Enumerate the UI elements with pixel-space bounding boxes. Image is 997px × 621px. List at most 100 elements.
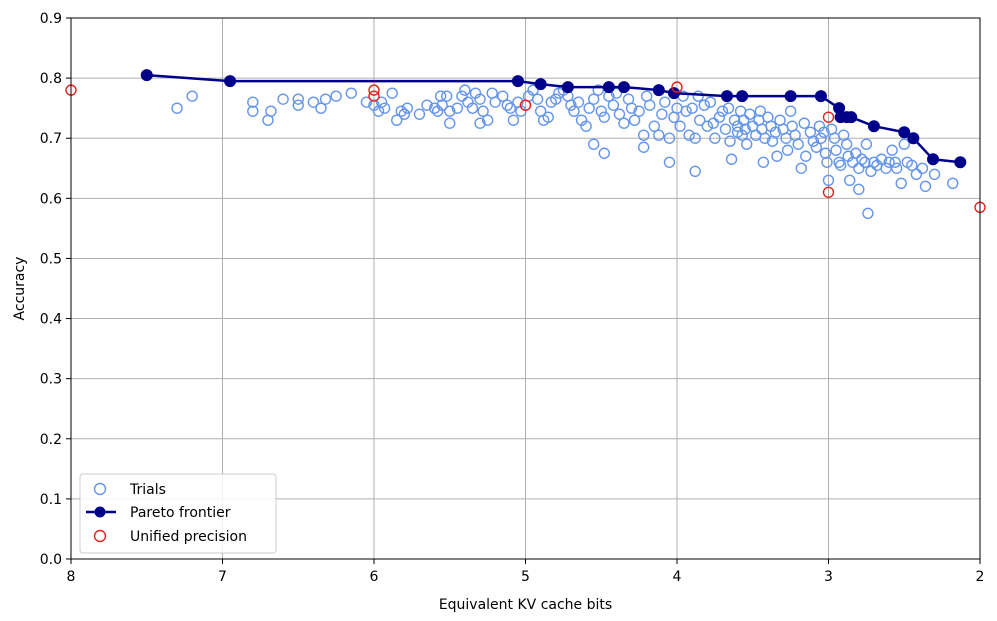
trial-point	[689, 132, 701, 144]
legend-unified-label: Unified precision	[130, 529, 247, 545]
trial-point	[781, 144, 794, 156]
trial-point	[466, 102, 479, 114]
trial-point	[653, 129, 665, 141]
trial-point	[186, 90, 198, 102]
trial-point	[895, 177, 907, 190]
y-tick-label: 0.5	[40, 251, 62, 267]
trial-point	[444, 105, 456, 117]
trial-point	[501, 99, 514, 111]
pareto-point	[652, 84, 665, 97]
x-tick-label: 2	[976, 569, 985, 585]
y-tick-label: 0.8	[40, 71, 62, 87]
y-axis-label: Accuracy	[12, 257, 28, 321]
trial-point	[680, 105, 692, 117]
pareto-point	[954, 156, 967, 169]
trial-point	[859, 156, 871, 168]
trial-point	[853, 183, 865, 196]
y-tick-label: 0.2	[40, 432, 62, 448]
trial-point	[542, 111, 554, 123]
trial-point	[598, 147, 610, 159]
x-tick-label: 3	[824, 569, 833, 585]
trial-point	[757, 156, 770, 168]
pareto-point	[667, 87, 680, 100]
trial-point	[550, 93, 562, 105]
marks	[65, 69, 986, 220]
trial-point	[656, 108, 668, 120]
trial-point	[613, 108, 626, 120]
trial-point	[592, 84, 604, 96]
trial-point	[810, 141, 823, 153]
trial-point	[497, 90, 509, 102]
trial-point	[247, 105, 259, 117]
trial-point	[754, 105, 767, 117]
trial-point	[759, 132, 771, 144]
trial-point	[663, 132, 676, 144]
trial-point	[441, 90, 453, 102]
trial-point	[481, 114, 494, 126]
pareto-point	[736, 90, 749, 103]
trial-point	[694, 114, 706, 126]
trial-point	[663, 156, 676, 168]
trial-point	[360, 96, 373, 108]
trial-point	[850, 147, 862, 159]
pareto-point	[814, 90, 827, 103]
trial-point	[886, 144, 898, 156]
pareto-point	[845, 111, 858, 124]
trial-point	[637, 129, 650, 141]
trial-point	[637, 141, 650, 153]
x-tick-label: 7	[218, 569, 227, 585]
trial-point	[928, 168, 941, 180]
trial-point	[737, 114, 750, 126]
trial-point	[689, 165, 701, 177]
trial-point	[421, 99, 433, 111]
trial-point	[572, 96, 585, 108]
trial-point	[716, 105, 729, 117]
trial-point	[444, 117, 456, 129]
x-tick-label: 4	[673, 569, 682, 585]
trial-point	[834, 159, 847, 171]
trial-point	[527, 84, 539, 96]
trial-point	[456, 90, 468, 102]
trial-point	[628, 114, 641, 126]
x-tick-label: 6	[370, 569, 379, 585]
trial-point	[587, 138, 600, 150]
x-tick-label: 8	[67, 569, 76, 585]
trial-point	[580, 120, 592, 132]
pareto-point	[561, 81, 574, 94]
y-tick-label: 0.4	[40, 312, 62, 328]
trial-point	[890, 162, 903, 174]
trial-point	[739, 123, 751, 135]
legend-unified-marker	[93, 529, 107, 543]
trial-point	[701, 120, 713, 132]
trial-point	[398, 108, 410, 120]
trial-point	[477, 105, 489, 117]
ticks: 8 7 6 5 4 3 2 0.0 0.1 0.2 0.3 0.4 0.5 0.6 0.7 0.8 0.9	[40, 11, 985, 585]
trial-point	[947, 177, 959, 190]
legend-pareto-marker	[94, 506, 106, 518]
legend-pareto-label: Pareto frontier	[130, 505, 231, 521]
pareto-point	[784, 90, 797, 103]
trial-point	[598, 111, 610, 123]
x-tick-label: 5	[521, 569, 530, 585]
trial-point	[504, 102, 517, 114]
pareto-point	[907, 132, 920, 145]
trial-point	[725, 153, 738, 165]
trial-point	[375, 96, 388, 108]
trial-point	[880, 162, 892, 174]
pareto-point	[140, 69, 153, 82]
trial-point	[856, 153, 868, 165]
trial-point	[919, 180, 932, 193]
trial-point	[744, 108, 756, 120]
trial-point	[771, 150, 783, 162]
unified-point	[822, 111, 835, 123]
trial-point	[862, 207, 874, 220]
pareto-point	[898, 126, 911, 139]
trial-point	[883, 156, 895, 168]
legend-trials-label: Trials	[129, 482, 166, 498]
trial-point	[315, 102, 327, 114]
trial-point	[728, 114, 741, 126]
y-tick-label: 0.7	[40, 131, 62, 147]
trial-point	[330, 90, 342, 102]
trial-point	[707, 117, 720, 129]
